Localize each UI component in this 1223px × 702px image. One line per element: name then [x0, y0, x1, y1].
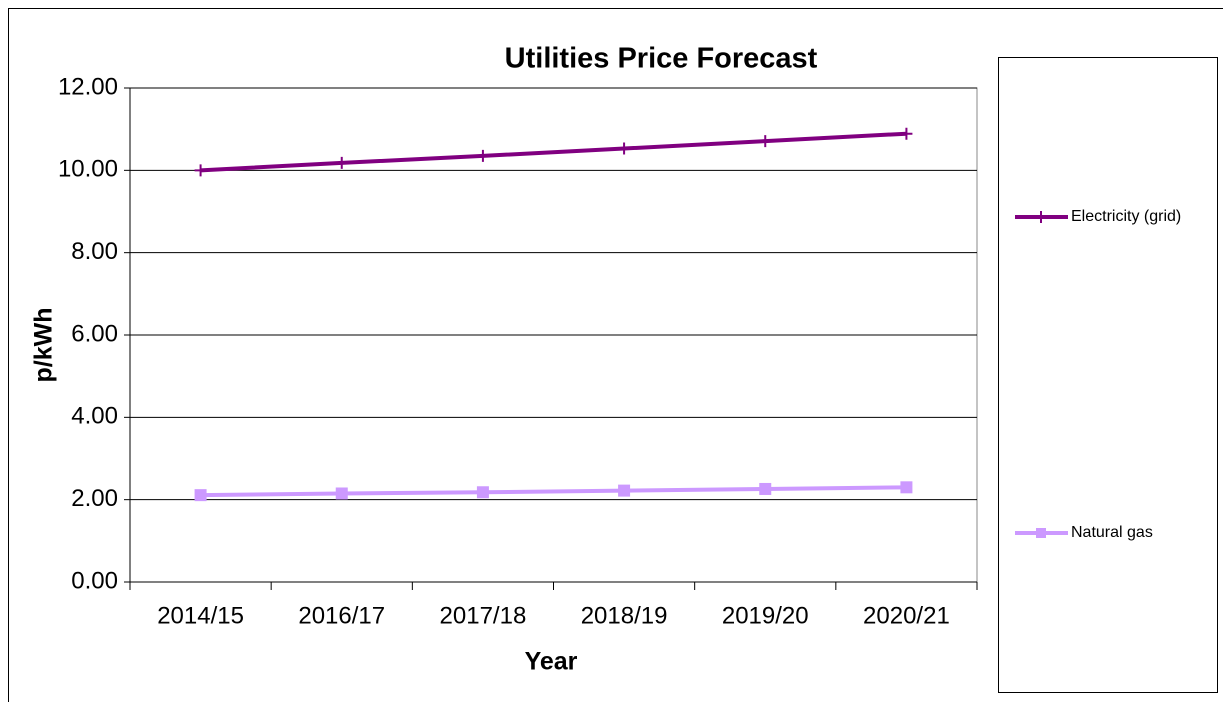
point	[900, 127, 913, 140]
series-line	[200, 131, 907, 173]
y-tick-label: 10.00	[58, 156, 118, 183]
y-tick-label: 6.00	[71, 320, 118, 347]
point	[194, 164, 207, 177]
chart-title: Utilities Price Forecast	[505, 43, 818, 75]
x-tick-label: 2017/18	[440, 602, 527, 629]
x-tick-label: 2019/20	[722, 602, 809, 629]
x-tick-label: 2018/19	[581, 602, 668, 629]
point	[335, 156, 348, 169]
point	[759, 135, 772, 148]
point	[476, 486, 489, 499]
point	[618, 484, 631, 497]
point	[900, 481, 913, 494]
point	[759, 482, 772, 495]
point	[476, 149, 489, 162]
legend-box	[998, 57, 1218, 693]
y-tick-label: 12.00	[58, 73, 118, 100]
y-tick-label: 0.00	[71, 567, 118, 594]
y-tick-label: 4.00	[71, 403, 118, 430]
legend-label: Natural gas	[1071, 524, 1153, 541]
legend-label: Electricity (grid)	[1071, 208, 1181, 225]
y-axis-label: p/kWh	[30, 308, 58, 383]
x-tick-label: 2016/17	[298, 602, 385, 629]
y-tick-label: 8.00	[71, 238, 118, 265]
x-axis-label: Year	[525, 648, 578, 676]
y-tick-label: 2.00	[71, 485, 118, 512]
point	[335, 487, 348, 500]
point	[194, 489, 207, 502]
series-line	[200, 485, 907, 498]
x-tick-label: 2020/21	[863, 602, 950, 629]
legend-marker	[1036, 528, 1046, 538]
legend-marker	[1035, 211, 1047, 223]
point	[618, 142, 631, 155]
x-tick-label: 2014/15	[157, 602, 244, 629]
